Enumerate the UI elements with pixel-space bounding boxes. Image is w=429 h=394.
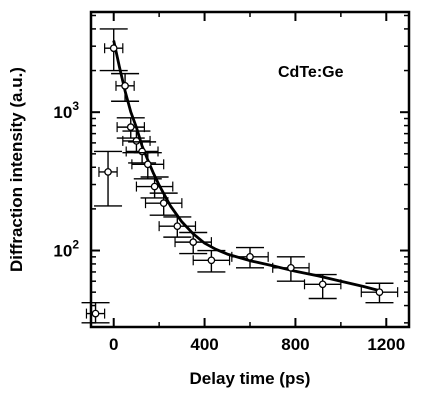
x-tick-label: 800 <box>281 335 309 354</box>
data-point <box>318 280 327 289</box>
data-point-group <box>303 273 342 300</box>
data-point <box>121 82 129 90</box>
data-point-group <box>94 150 123 207</box>
chart-annotation: CdTe:Ge <box>278 64 344 81</box>
data-point <box>150 182 159 191</box>
data-point <box>173 222 182 231</box>
axes: 0 400 800 1200 102 103 <box>53 12 409 354</box>
y-tick-label: 103 <box>53 99 79 122</box>
data-point-group <box>111 72 140 102</box>
data-point-group <box>135 176 174 199</box>
data-point-group <box>158 216 197 238</box>
data-point-group <box>231 246 269 269</box>
data-point-group <box>131 151 165 180</box>
y-axis-label: Diffraction intensity (a.u.) <box>7 67 26 272</box>
x-tick-label: 1200 <box>367 335 405 354</box>
data-point <box>375 288 384 297</box>
data-point-group <box>144 192 183 216</box>
data-point <box>91 309 100 318</box>
y-tick-label: 102 <box>53 238 79 261</box>
data-point-group <box>99 28 128 72</box>
data-point <box>207 256 216 265</box>
x-tick-label: 400 <box>190 335 218 354</box>
data-point <box>138 147 146 156</box>
data-point <box>104 168 112 176</box>
data-point <box>287 263 295 272</box>
data-point-group <box>192 249 231 273</box>
plot-content <box>81 28 399 324</box>
x-tick-label: 0 <box>109 335 118 354</box>
data-point-group <box>360 282 399 304</box>
plot-frame <box>89 10 411 329</box>
data-point <box>126 123 135 131</box>
data-point-group <box>174 231 212 255</box>
data-point <box>132 137 141 145</box>
data-point <box>246 253 254 261</box>
fit-curve <box>112 40 383 293</box>
data-point <box>143 160 152 169</box>
data-point <box>109 44 118 53</box>
data-point-group <box>116 117 145 139</box>
data-point <box>189 238 198 246</box>
data-point-group <box>272 256 310 282</box>
data-point <box>159 199 168 208</box>
x-axis-label: Delay time (ps) <box>190 369 311 388</box>
